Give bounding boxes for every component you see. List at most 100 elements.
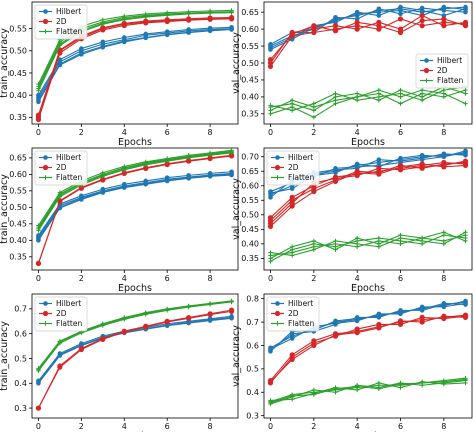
hilbert-marker <box>207 28 213 34</box>
legend-box <box>34 4 88 40</box>
y-tick-label: 0.50 <box>9 47 27 56</box>
y-tick-label: 0.60 <box>9 170 27 179</box>
2d-marker <box>100 336 106 342</box>
x-tick-label: 2 <box>311 128 316 137</box>
legend-label-2d: 2D <box>437 66 448 75</box>
2d-marker <box>164 319 170 325</box>
hilbert-marker <box>398 155 403 161</box>
2d-marker <box>228 14 235 21</box>
x-axis-label: Epochs <box>351 283 385 294</box>
2d-marker <box>419 161 425 167</box>
hilbert-marker <box>207 174 213 179</box>
hilbert-marker <box>121 39 127 45</box>
x-tick-label: 8 <box>208 274 213 283</box>
legend-label-flatten: Flatten <box>288 319 314 328</box>
legend-label-flatten: Flatten <box>288 173 314 182</box>
2d-marker <box>354 19 360 25</box>
2d-marker <box>419 12 425 19</box>
2d-marker <box>267 223 274 230</box>
x-tick-label: 0 <box>36 422 41 431</box>
hilbert-marker <box>463 302 468 307</box>
legend-box <box>266 296 320 332</box>
chart-panel-1: 0 2 4 6 8 0.35 0.40 0.45 0.50 0.55 Epochs train_acc… <box>0 1 239 148</box>
axes-frame <box>31 1 239 125</box>
2d-marker <box>186 16 192 22</box>
y-tick-label: 0.35 <box>241 254 259 263</box>
series-line-2d <box>37 18 232 120</box>
x-tick-label: 6 <box>398 422 403 431</box>
y-tick-label: 0.65 <box>241 167 259 176</box>
series-flatten <box>268 230 468 264</box>
y-tick-label: 0.5 <box>14 354 27 363</box>
series-line-2d <box>270 163 466 227</box>
y-tick-label: 0.7 <box>14 305 27 314</box>
chart-panel-3: 0 2 4 6 8 0.35 0.40 0.45 0.50 0.55 0.60 0.65 Epochs t… <box>0 147 239 294</box>
2d-marker <box>121 20 127 26</box>
2d-marker <box>35 112 42 118</box>
plot-area <box>267 298 469 407</box>
y-tick-label: 0.8 <box>246 294 259 303</box>
2d-marker <box>100 177 106 183</box>
2d-marker <box>207 15 213 21</box>
2d-marker <box>419 314 425 320</box>
series-line-2d <box>37 309 232 409</box>
hilbert-marker <box>164 178 170 184</box>
hilbert-marker <box>354 11 360 17</box>
hilbert-marker <box>100 190 106 195</box>
y-tick-label: 0.35 <box>9 253 27 262</box>
hilbert-marker <box>376 157 382 162</box>
x-tick-label: 4 <box>122 274 127 283</box>
y-tick-label: 0.60 <box>241 182 259 191</box>
x-tick-label: 2 <box>79 274 84 283</box>
hilbert-marker <box>36 238 41 243</box>
hilbert-marker <box>333 18 338 23</box>
2d-marker <box>143 324 149 330</box>
hilbert-marker <box>143 35 149 41</box>
hilbert-marker <box>419 306 425 312</box>
series-flatten <box>268 376 468 407</box>
x-axis-label: Epochs <box>118 283 152 294</box>
y-tick-label: 0.45 <box>9 69 27 78</box>
series-line-flatten <box>270 89 466 118</box>
y-tick-label: 0.7 <box>246 318 259 327</box>
x-tick-label: 4 <box>355 274 360 283</box>
x-tick-label: 8 <box>208 128 213 137</box>
2d-marker <box>311 23 317 29</box>
legend-label-hilbert: Hilbert <box>56 153 81 162</box>
hilbert-marker <box>268 42 273 47</box>
2d-marker <box>419 23 425 29</box>
2d-marker <box>35 116 42 123</box>
series-line-hilbert <box>37 28 232 98</box>
y-tick-label: 0.45 <box>241 225 259 234</box>
2d-marker <box>332 28 339 34</box>
hilbert-marker <box>419 152 425 158</box>
hilbert-marker <box>376 313 382 319</box>
2d-marker <box>42 18 49 25</box>
2d-marker <box>397 16 404 22</box>
hilbert-marker <box>354 316 360 321</box>
2d-marker <box>274 164 281 171</box>
legend-label-2d: 2D <box>56 163 67 172</box>
2d-marker <box>42 164 49 171</box>
legend-box <box>34 150 88 186</box>
y-axis-label: val_accuracy <box>231 178 242 240</box>
y-tick-label: 0.35 <box>9 113 27 122</box>
series-line-hilbert <box>37 26 232 96</box>
y-tick-label: 0.6 <box>14 329 27 338</box>
2d-marker <box>35 260 42 267</box>
2d-marker <box>100 25 106 31</box>
series-line-2d <box>270 315 466 384</box>
y-tick-label: 0.45 <box>9 220 27 229</box>
series-line-2d <box>270 18 466 60</box>
legend-label-flatten: Flatten <box>56 173 82 182</box>
series-line-flatten <box>270 378 466 404</box>
chart-panel-6: 024680.30.40.50.60.70.8Epochsval_accurac… <box>231 293 473 432</box>
2d-marker <box>441 313 447 319</box>
series-line-hilbert <box>38 317 232 383</box>
series-hilbert <box>268 4 468 52</box>
series-hilbert <box>36 169 234 243</box>
hilbert-marker <box>463 152 468 158</box>
